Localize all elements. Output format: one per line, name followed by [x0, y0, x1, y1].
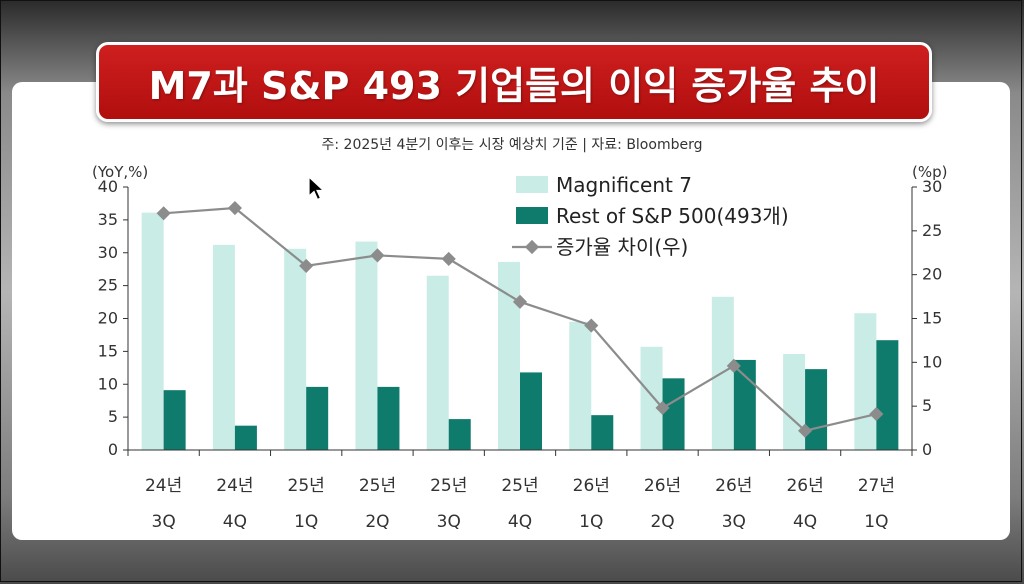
x-tick-label-year: 26년 — [573, 476, 610, 496]
right-tick-label: 15 — [922, 309, 942, 328]
left-tick-label: 20 — [98, 309, 118, 328]
left-tick-label: 40 — [98, 177, 118, 196]
point-growth-gap — [584, 318, 599, 333]
bar-magnificent7 — [355, 241, 378, 450]
bar-rest-of-sp500 — [876, 340, 899, 450]
bar-rest-of-sp500 — [662, 378, 685, 450]
x-tick-label-quarter: 3Q — [722, 512, 746, 532]
right-tick-label: 5 — [922, 396, 932, 415]
x-tick-label-year: 26년 — [715, 476, 752, 496]
x-tick-label-quarter: 1Q — [579, 512, 603, 532]
x-tick-label-quarter: 4Q — [223, 512, 247, 532]
left-tick-label: 15 — [98, 341, 118, 360]
bar-rest-of-sp500 — [377, 386, 400, 450]
bar-rest-of-sp500 — [163, 390, 186, 450]
left-tick-label: 25 — [98, 276, 118, 295]
bar-magnificent7 — [426, 275, 449, 450]
bar-magnificent7 — [212, 244, 235, 450]
x-tick-label-quarter: 3Q — [152, 512, 176, 532]
x-tick-label-quarter: 1Q — [294, 512, 318, 532]
legend-swatch-rest-of-sp500 — [516, 207, 548, 224]
bar-rest-of-sp500 — [234, 425, 257, 450]
bar-rest-of-sp500 — [591, 415, 614, 450]
x-tick-label-quarter: 3Q — [437, 512, 461, 532]
bar-magnificent7 — [284, 248, 307, 450]
x-tick-label-quarter: 1Q — [864, 512, 888, 532]
point-growth-gap — [655, 400, 670, 415]
right-tick-label: 25 — [922, 221, 942, 240]
chart-subtitle: 주: 2025년 4분기 이후는 시장 예상치 기준 | 자료: Bloombe… — [322, 137, 703, 153]
bar-rest-of-sp500 — [520, 372, 542, 450]
x-tick-label-quarter: 4Q — [508, 512, 532, 532]
left-axis-label: (YoY,%) — [92, 163, 148, 181]
point-growth-gap — [227, 200, 242, 216]
point-growth-gap — [726, 358, 741, 373]
point-growth-gap — [512, 294, 528, 309]
x-tick-label-year: 24년 — [145, 476, 182, 496]
title-banner: M7과 S&P 493 기업들의 이익 증가율 추이 — [96, 42, 932, 122]
mouse-cursor-icon — [308, 176, 326, 201]
right-tick-label: 10 — [922, 352, 942, 371]
point-growth-gap — [869, 406, 884, 422]
left-tick-label: 0 — [108, 440, 118, 459]
bar-magnificent7 — [640, 346, 663, 450]
x-tick-label-year: 25년 — [430, 476, 467, 496]
x-tick-label-quarter: 2Q — [365, 512, 389, 532]
right-tick-label: 0 — [922, 440, 932, 459]
x-tick-label-year: 25년 — [359, 476, 396, 496]
x-tick-label-year: 26년 — [644, 476, 681, 496]
x-tick-label-year: 24년 — [216, 476, 253, 496]
bar-magnificent7 — [141, 212, 164, 450]
bar-magnificent7 — [854, 313, 877, 450]
x-tick-label-year: 25년 — [501, 476, 538, 496]
point-growth-gap — [156, 206, 171, 221]
point-growth-gap — [441, 251, 456, 266]
left-tick-label: 5 — [108, 407, 118, 426]
x-tick-label-quarter: 2Q — [650, 512, 674, 532]
bar-magnificent7 — [569, 321, 592, 450]
x-tick-label-quarter: 4Q — [793, 512, 817, 532]
bar-magnificent7 — [498, 261, 520, 450]
left-tick-label: 10 — [98, 374, 118, 393]
bar-rest-of-sp500 — [805, 369, 828, 450]
left-tick-label: 30 — [98, 243, 118, 262]
legend-swatch-magnificent7 — [516, 176, 548, 193]
right-axis-label: (%p) — [912, 163, 947, 181]
right-tick-label: 20 — [922, 265, 942, 284]
legend-swatch-growth-gap-marker — [524, 239, 540, 255]
chart-title: M7과 S&P 493 기업들의 이익 증가율 추이 — [148, 63, 880, 108]
x-tick-label-year: 25년 — [288, 476, 325, 496]
x-tick-label-year: 26년 — [786, 476, 823, 496]
legend-label-growth-gap: 증가율 차이(우) — [556, 235, 688, 259]
legend-label-rest-of-sp500: Rest of S&P 500(493개) — [556, 204, 789, 228]
bar-magnificent7 — [783, 354, 806, 450]
left-tick-label: 35 — [98, 210, 118, 229]
point-growth-gap — [798, 423, 813, 438]
legend-label-magnificent7: Magnificent 7 — [556, 173, 692, 197]
x-tick-label-year: 27년 — [858, 476, 895, 496]
bar-rest-of-sp500 — [448, 419, 471, 450]
bar-rest-of-sp500 — [733, 359, 756, 450]
right-tick-label: 30 — [922, 177, 942, 196]
point-growth-gap — [370, 248, 385, 263]
bar-rest-of-sp500 — [306, 386, 329, 450]
point-growth-gap — [299, 258, 314, 273]
